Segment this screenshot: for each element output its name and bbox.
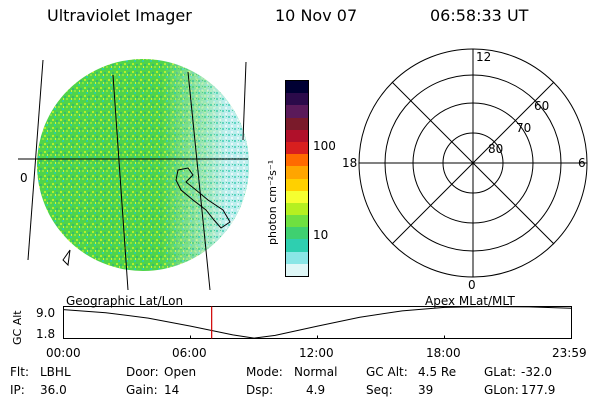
- colorbar-band: [286, 129, 308, 142]
- alt-ymin-label: 1.8: [36, 327, 56, 341]
- status-value: -32.0: [521, 365, 553, 379]
- polar-aurora-patch: [359, 204, 382, 277]
- status-label: Flt:: [10, 365, 29, 379]
- time-label: 06:58:33 UT: [430, 6, 529, 25]
- status-label: GLon:: [484, 383, 519, 397]
- status-label: Mode:: [246, 365, 283, 379]
- alt-xtick-1: 06:00: [172, 346, 207, 360]
- alt-xtick-3: 18:00: [426, 346, 461, 360]
- colorbar-band: [286, 263, 308, 276]
- status-value: 4.9: [306, 383, 326, 397]
- status-label: GLat:: [484, 365, 517, 379]
- colorbar-band: [286, 251, 308, 264]
- colorbar-band: [286, 239, 308, 252]
- status-label: IP:: [10, 383, 25, 397]
- colorbar-band: [286, 117, 308, 130]
- partial-map-label: 0: [20, 171, 28, 185]
- instrument-title: Ultraviolet Imager: [47, 6, 192, 25]
- colorbar-band: [286, 154, 308, 167]
- status-label: GC Alt:: [366, 365, 408, 379]
- alt-xtick-0: 00:00: [46, 346, 81, 360]
- status-value: 177.9: [521, 383, 556, 397]
- altitude-plot: [63, 306, 572, 339]
- left-map-title: Geographic Lat/Lon: [66, 294, 184, 308]
- polar-plot: 12 18 6 0 60 70 80: [342, 48, 588, 291]
- colorbar-band: [286, 215, 308, 228]
- alt-ymax-label: 9.0: [36, 306, 56, 320]
- alt-axis-label: GC Alt: [11, 310, 24, 345]
- status-label: Gain:: [126, 383, 158, 397]
- status-label: Seq:: [366, 383, 393, 397]
- colorbar-tick-100: 100: [313, 139, 336, 153]
- status-value: LBHL: [40, 365, 71, 379]
- status-value: Normal: [294, 365, 338, 379]
- colorbar-tick-10: 10: [313, 228, 329, 242]
- mlt-label-12: 12: [476, 50, 491, 64]
- colorbar-band: [286, 81, 308, 94]
- colorbar-band: [286, 93, 308, 106]
- mlt-label-0: 0: [468, 278, 476, 291]
- colorbar-band: [286, 105, 308, 118]
- status-value: 36.0: [40, 383, 67, 397]
- mlat-label-60: 60: [534, 99, 549, 113]
- mlat-label-70: 70: [516, 121, 531, 135]
- status-label: Dsp:: [246, 383, 274, 397]
- status-label: Door:: [126, 365, 159, 379]
- status-value: 4.5 Re: [418, 365, 457, 379]
- colorbar-band: [286, 166, 308, 179]
- uv-image-map: 0: [18, 59, 249, 291]
- alt-xtick-4: 23:59: [552, 346, 587, 360]
- date-label: 10 Nov 07: [275, 6, 358, 25]
- colorbar-band: [286, 227, 308, 240]
- colorbar-band: [286, 178, 308, 191]
- colorbar: [285, 80, 309, 277]
- colorbar-band: [286, 141, 308, 155]
- colorbar-unit-label: photon cm⁻²s⁻¹: [266, 159, 279, 245]
- colorbar-band: [286, 202, 308, 216]
- status-value: 39: [418, 383, 434, 397]
- altitude-line: [63, 306, 572, 339]
- right-map-title: Apex MLat/MLT: [425, 294, 515, 308]
- colorbar-band: [286, 190, 308, 203]
- status-value: Open: [164, 365, 197, 379]
- mlt-label-6: 6: [578, 156, 586, 170]
- status-value: 14: [164, 383, 180, 397]
- mlt-label-18: 18: [342, 156, 357, 170]
- alt-xtick-2: 12:00: [299, 346, 334, 360]
- mlat-label-80: 80: [488, 142, 503, 156]
